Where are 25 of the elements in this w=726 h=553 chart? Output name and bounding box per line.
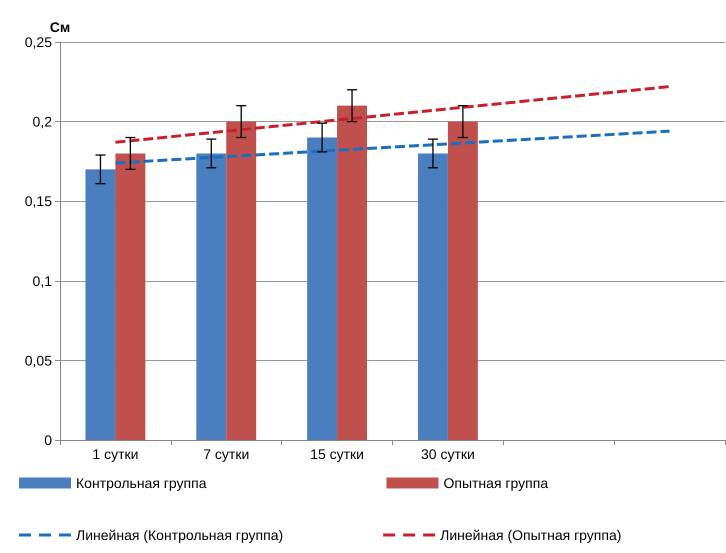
y-axis-title: См [50, 19, 70, 35]
bar [196, 153, 226, 440]
y-tick-label: 0,2 [32, 114, 52, 130]
x-tick-label: 7 сутки [203, 446, 250, 462]
line-series [114, 130, 672, 164]
y-tick-label: 0,25 [24, 34, 52, 50]
x-tick-label: 30 сутки [421, 446, 475, 462]
bar [85, 169, 116, 440]
legend-label: Линейная (Контрольная группа) [76, 527, 284, 543]
line-series [114, 85, 672, 144]
x-tick-label: 1 сутки [92, 446, 138, 462]
legend-label: Опытная группа [443, 475, 548, 491]
y-tick-label: 0,05 [24, 352, 52, 368]
bar [226, 122, 256, 440]
bar [418, 153, 448, 440]
y-tick-label: 0,1 [32, 272, 52, 289]
x-tick-label: 15 сутки [310, 446, 364, 462]
y-tick-label: 0 [44, 432, 52, 448]
bar [115, 153, 146, 440]
legend-label: Линейная (Опытная группа) [440, 527, 622, 543]
bar [337, 106, 368, 440]
bar [307, 138, 338, 440]
y-tick-label: 0,15 [24, 193, 52, 210]
bar [448, 122, 478, 440]
legend-label: Контрольная группа [76, 475, 207, 491]
